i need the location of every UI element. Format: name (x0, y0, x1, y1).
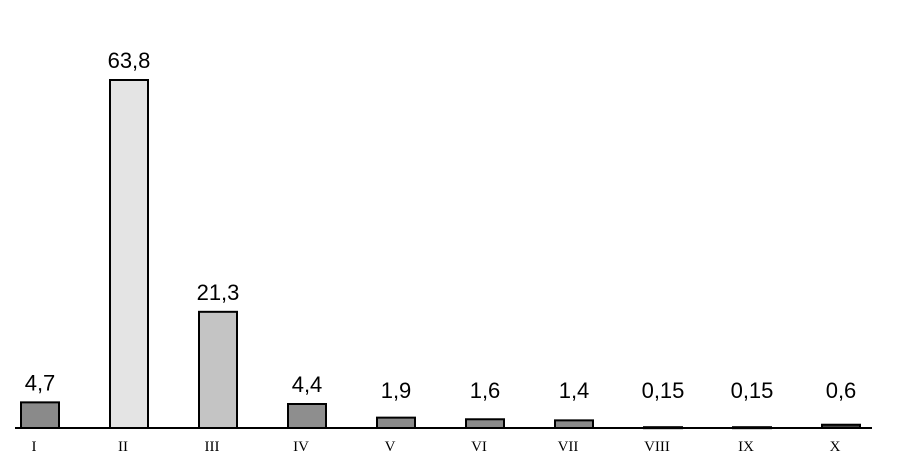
category-label: V (385, 439, 396, 455)
value-label: 0,15 (642, 378, 685, 403)
category-label: I (32, 439, 37, 455)
value-label: 1,9 (381, 378, 412, 403)
value-label: 63,8 (108, 48, 151, 73)
category-label: IV (293, 439, 309, 455)
value-label: 0,6 (826, 378, 857, 403)
bar (376, 416, 416, 429)
bar (732, 426, 772, 430)
bar (198, 310, 238, 429)
value-label: 1,4 (559, 378, 590, 403)
value-label: 4,7 (25, 370, 56, 395)
category-label: II (118, 439, 128, 455)
category-label: X (830, 439, 841, 455)
category-label: IX (738, 439, 754, 455)
bar (287, 403, 327, 429)
bar (643, 426, 683, 430)
bar (465, 418, 505, 430)
value-label: 21,3 (197, 280, 240, 305)
bar (554, 419, 594, 430)
value-label: 4,4 (292, 372, 323, 397)
bar (109, 79, 149, 429)
value-label: 1,6 (470, 378, 501, 403)
bar (20, 401, 60, 430)
category-label: VIII (644, 439, 670, 455)
category-label: III (205, 439, 220, 455)
category-label: VII (558, 439, 579, 455)
category-label: VI (471, 439, 487, 455)
bar (821, 423, 861, 429)
value-label: 0,15 (731, 378, 774, 403)
